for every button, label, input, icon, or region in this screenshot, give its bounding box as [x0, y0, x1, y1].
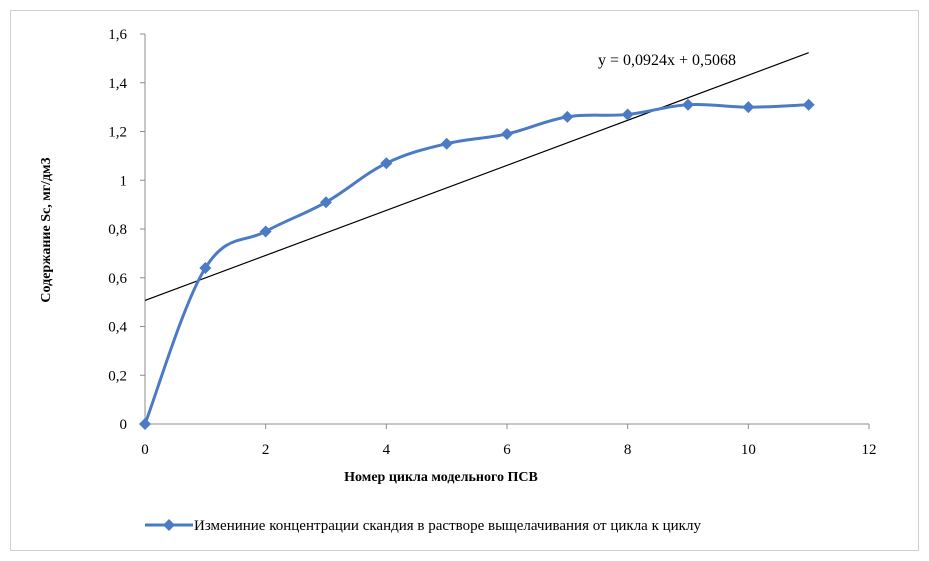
trendline [144, 52, 809, 302]
x-tick-label: 2 [262, 442, 270, 458]
y-tick-label: 1,2 [108, 125, 127, 141]
y-tick-label: 1,6 [108, 27, 127, 43]
data-point [561, 110, 574, 123]
y-tick-label: 0,8 [108, 222, 127, 238]
y-tick-label: 0 [120, 417, 128, 433]
x-tick-label: 12 [862, 442, 877, 458]
data-point [199, 262, 212, 274]
trendline-group [144, 52, 809, 302]
x-tick-label: 0 [141, 442, 149, 458]
y-tick-label: 0,4 [108, 320, 127, 336]
legend-label: Измениние концентрации скандия в раствор… [194, 518, 701, 534]
data-point [259, 225, 272, 238]
data-point [139, 418, 151, 430]
data-point [621, 108, 634, 121]
y-axis-title: Содержание Sc, мг/дм3 [39, 157, 54, 302]
x-axis-title: Номер цикла модельного ПСВ [344, 470, 538, 485]
x-tick-label: 8 [624, 442, 632, 458]
x-tick-label: 6 [503, 442, 511, 458]
x-tick-label: 4 [383, 442, 391, 458]
y-tick-label: 1 [120, 173, 128, 189]
y-tick-label: 1,4 [108, 76, 127, 92]
legend-marker [163, 519, 175, 531]
data-point [501, 127, 513, 140]
data-point [682, 98, 694, 111]
legend: Измениние концентрации скандия в раствор… [145, 518, 701, 534]
data-point [802, 98, 815, 111]
data-point [742, 101, 755, 114]
data-point [320, 196, 332, 209]
series-group [139, 98, 815, 430]
data-point [380, 157, 393, 170]
chart-border [10, 10, 919, 551]
y-tick-label: 0,2 [108, 368, 127, 384]
axes: 0 2 4 6 8 10 12 0 0,2 0,4 0,6 0,8 1 1,2 1,4 1,6 [108, 27, 876, 458]
x-tick-label: 10 [741, 442, 756, 458]
trendline-equation: y = 0,0924x + 0,5068 [598, 52, 736, 69]
y-tick-label: 0,6 [108, 271, 127, 287]
data-point [440, 137, 453, 150]
